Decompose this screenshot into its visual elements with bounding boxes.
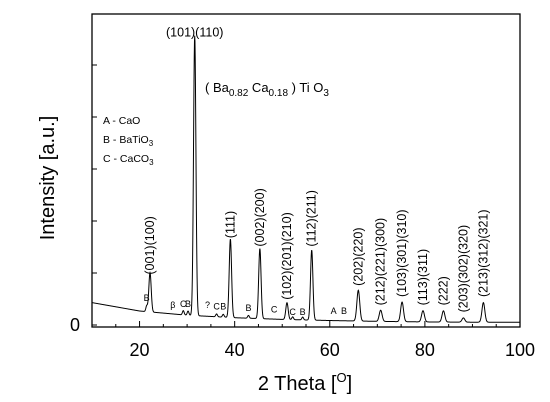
y-axis-ticks: 0 (70, 64, 97, 335)
y-axis-title: Intensity [a.u.] (37, 116, 59, 241)
peak-label: (111) (223, 211, 237, 238)
phase-mark: β (170, 300, 175, 310)
peak-labels: (001)(100) (101)(110) (111) (002)(200) (102)… (143, 26, 490, 313)
phase-mark: C (213, 302, 220, 312)
phase-legend: A - CaO B - BaTiO3 C - CaCO3 (103, 115, 154, 167)
peak-label: (101)(110) (166, 26, 223, 40)
peak-label: (202)(220) (351, 227, 365, 285)
phase-mark: B (300, 307, 306, 317)
peak-label: (002)(200) (253, 188, 267, 246)
peak-label: (203)(302)(320) (456, 225, 470, 313)
x-tick-label: 20 (130, 340, 150, 360)
peak-label: (001)(100) (143, 216, 157, 274)
peak-label: (213)(312)(321) (476, 209, 490, 297)
phase-mark: C (180, 299, 187, 309)
peak-label: (112)(211) (305, 190, 319, 247)
pattern-line (91, 35, 520, 323)
y-tick-label: 0 (70, 315, 80, 335)
formula-label: ( Ba0.82 Ca0.18 ) Ti O3 (205, 80, 329, 99)
legend-entry-b: B - BaTiO3 (103, 134, 154, 148)
phase-mark: B (185, 299, 191, 309)
peak-label: (103)(301)(310) (395, 209, 409, 297)
peak-label: (222) (436, 276, 450, 305)
phase-marks: Bβ CB? C B B C C B A B (144, 293, 347, 317)
diffraction-pattern (91, 35, 520, 323)
peak-label: (102)(201)(210) (280, 212, 294, 300)
phase-mark: B (144, 293, 150, 303)
phase-mark: ? (205, 300, 210, 310)
phase-mark: B (245, 303, 251, 313)
x-tick-label: 100 (505, 340, 535, 360)
peak-label: (212)(221)(300) (374, 218, 388, 306)
x-tick-label: 80 (415, 340, 435, 360)
phase-mark: C (271, 304, 278, 314)
x-axis-title: 2 Theta [O] (258, 370, 352, 395)
legend-entry-a: A - CaO (103, 115, 140, 127)
phase-mark: B (220, 302, 226, 312)
legend-entry-c: C - CaCO3 (103, 153, 154, 167)
peak-label: (113)(311) (416, 249, 430, 306)
phase-mark: C (289, 307, 296, 317)
x-tick-label: 40 (225, 340, 245, 360)
phase-mark: A (331, 306, 337, 316)
x-tick-label: 60 (320, 340, 340, 360)
phase-mark: B (341, 306, 347, 316)
x-axis-ticks: 20 40 60 80 100 (91, 321, 535, 360)
